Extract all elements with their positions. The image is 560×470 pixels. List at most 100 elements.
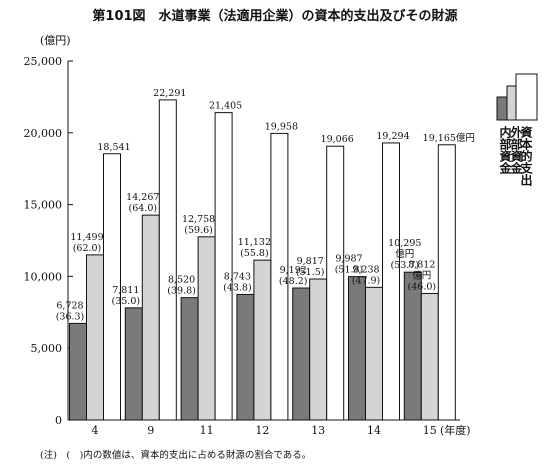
label-line: (51.8) [335, 265, 364, 276]
label-line: 19,165億円 [423, 132, 475, 144]
label-line: 19,066 [321, 134, 354, 145]
bar [124, 307, 143, 421]
bar [326, 145, 345, 421]
label-line: (36.3) [56, 311, 85, 322]
label-line: 12,758 [182, 214, 215, 225]
bar [69, 322, 87, 421]
label-line: 8,743 [224, 271, 251, 282]
legend-label: 外部資金 [509, 125, 523, 175]
bar [141, 214, 160, 421]
bar [86, 254, 104, 421]
value-label: 19,958 [265, 121, 298, 132]
value-label: 8,812 億円(46.0) [408, 259, 437, 292]
x-tick-label: 11 [200, 424, 214, 437]
value-label: 6,728 (36.3) [56, 300, 85, 322]
value-label: 8,520 (39.8) [167, 275, 196, 297]
bar [382, 142, 400, 421]
label-line: (55.8) [240, 248, 269, 259]
bar [365, 286, 383, 421]
x-tick-label: 12 [255, 424, 269, 437]
label-line: 9,987 [335, 254, 362, 265]
label-line: 10,295 [388, 238, 421, 249]
label-line: 14,267 [126, 192, 159, 203]
label-line: (47.9) [352, 275, 381, 286]
label-line: (39.8) [167, 286, 196, 297]
value-label: 19,165億円 [423, 132, 475, 144]
label-line: 9,192 [280, 265, 307, 276]
label-line: 19,958 [265, 121, 298, 132]
value-label: 14,267 (64.0) [126, 192, 159, 214]
x-tick-label: 13 [311, 424, 325, 437]
label-line: (64.0) [129, 203, 158, 214]
label-line: 9,238 [352, 264, 379, 275]
legend-label: 内部資金 [498, 125, 512, 175]
label-line: (59.6) [184, 225, 213, 236]
x-tick-label: 15 [423, 424, 437, 437]
value-label: 9,987 (51.8) [335, 254, 364, 276]
y-tick-label: 20,000 [24, 127, 63, 140]
label-line: 18,541 [97, 142, 130, 153]
bar [158, 99, 177, 421]
bar [253, 259, 272, 421]
bar [292, 287, 311, 421]
value-label: 10,295 億円(53.7) [388, 238, 421, 271]
bar [236, 293, 255, 421]
value-label: 8,743 (43.8) [223, 271, 252, 293]
value-label: 11,132 (55.8) [238, 237, 271, 259]
label-line: 8,520 [168, 275, 195, 286]
value-label: 21,405 [209, 101, 242, 112]
y-tick-label: 15,000 [24, 199, 63, 212]
label-line: 9,817 [297, 256, 324, 267]
label-line: 7,811 [112, 285, 139, 296]
chart-title: 第101図 水道事業（法適用企業）の資本的支出及びその財源 [92, 8, 457, 24]
value-label: 7,811 (35.0) [112, 285, 141, 307]
value-label: 9,238 (47.9) [352, 264, 381, 286]
bar [403, 271, 422, 421]
bar [309, 278, 328, 421]
label-line: (48.2) [279, 276, 308, 287]
y-tick-label: 25,000 [24, 55, 63, 68]
label-line: (43.8) [223, 282, 252, 293]
bar [270, 132, 289, 421]
bar [420, 292, 439, 421]
y-tick-label: 10,000 [24, 270, 63, 283]
value-label: 9,817 (51.5) [296, 256, 325, 278]
label-line: 6,728 [56, 300, 83, 311]
label-line: 21,405 [209, 101, 242, 112]
x-tick-label: 9 [147, 424, 154, 437]
y-tick-label: 5,000 [31, 342, 63, 355]
legend-label: 資本的支出 [519, 125, 533, 187]
bar [103, 153, 121, 421]
label-line: 11,132 [238, 237, 271, 248]
label-line: (53.7) [391, 260, 420, 271]
x-tick-label: 4 [92, 424, 99, 437]
x-axis-label: (年度) [440, 423, 471, 437]
value-label: 12,758 (59.6) [182, 214, 215, 236]
value-label: 19,066 [321, 134, 354, 145]
value-label: 19,294 [376, 131, 409, 142]
label-line: (62.0) [73, 243, 102, 254]
label-line: 億円 [412, 269, 431, 281]
legend-swatch [515, 73, 538, 121]
bar [214, 112, 233, 421]
label-line: 億円 [395, 248, 414, 260]
label-line: 11,499 [70, 232, 103, 243]
footnote: (注) ( )内の数値は、資本的支出に占める財源の割合である。 [40, 449, 311, 461]
label-line: 8,812 [408, 259, 435, 270]
value-label: 11,499 (62.0) [70, 232, 103, 254]
value-label: 22,291 [153, 88, 186, 99]
bar [437, 144, 456, 421]
bar [197, 236, 216, 421]
label-line: 22,291 [153, 88, 186, 99]
bar [180, 297, 199, 421]
label-line: (46.0) [408, 281, 437, 292]
label-line: (35.0) [112, 296, 141, 307]
y-tick-label: 0 [55, 414, 62, 427]
bar [348, 276, 366, 421]
value-label: 18,541 [97, 142, 130, 153]
y-axis-label: (億円) [40, 34, 71, 47]
x-tick-label: 14 [367, 424, 381, 437]
label-line: 19,294 [376, 131, 409, 142]
value-label: 9,192 (48.2) [279, 265, 308, 287]
label-line: (51.5) [296, 267, 325, 278]
